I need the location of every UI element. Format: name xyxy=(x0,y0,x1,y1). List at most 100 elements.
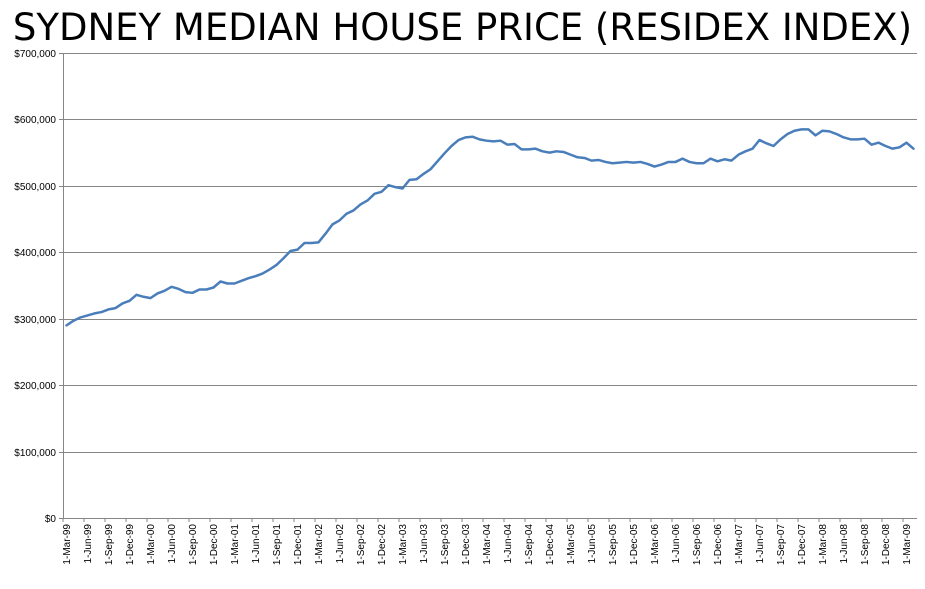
data-point xyxy=(128,300,130,302)
data-point xyxy=(268,268,270,270)
data-point xyxy=(506,143,508,145)
data-point xyxy=(114,307,116,309)
data-point xyxy=(653,165,655,167)
data-point xyxy=(667,161,669,163)
data-point xyxy=(219,280,221,282)
data-point xyxy=(800,128,802,130)
data-point xyxy=(135,294,137,296)
data-point xyxy=(527,148,529,150)
data-point xyxy=(310,242,312,244)
data-point xyxy=(345,213,347,215)
data-point xyxy=(394,186,396,188)
data-point xyxy=(618,161,620,163)
data-point xyxy=(408,179,410,181)
data-point xyxy=(303,242,305,244)
data-point xyxy=(793,130,795,132)
gridlines xyxy=(63,53,917,453)
data-point xyxy=(464,136,466,138)
data-point xyxy=(583,157,585,159)
data-point xyxy=(891,147,893,149)
data-point xyxy=(121,302,123,304)
series-layer xyxy=(65,128,915,327)
data-point xyxy=(737,153,739,155)
data-point xyxy=(401,187,403,189)
data-point xyxy=(261,272,263,274)
data-point xyxy=(254,275,256,277)
data-point xyxy=(772,145,774,147)
x-tick-label: 1-Mar-08 xyxy=(818,524,829,565)
x-tick-label: 1-Dec-06 xyxy=(713,524,724,566)
data-point xyxy=(905,141,907,143)
data-point xyxy=(569,153,571,155)
x-tick-label: 1-Sep-99 xyxy=(104,524,115,566)
chart-title: SYDNEY MEDIAN HOUSE PRICE (RESIDEX INDEX… xyxy=(12,6,913,49)
x-tick-label: 1-Dec-02 xyxy=(377,524,388,566)
x-tick-label: 1-Jun-99 xyxy=(83,524,94,564)
data-point xyxy=(450,145,452,147)
x-tick-label: 1-Mar-03 xyxy=(398,524,409,565)
data-point xyxy=(429,168,431,170)
x-tick-label: 1-Mar-01 xyxy=(230,524,241,565)
data-point xyxy=(226,282,228,284)
data-point xyxy=(604,161,606,163)
data-point xyxy=(660,163,662,165)
data-point xyxy=(555,150,557,152)
y-tick-label: $100,000 xyxy=(14,448,56,459)
x-tick-label: 1-Sep-05 xyxy=(608,524,619,566)
data-point xyxy=(898,146,900,148)
y-tick-label: $700,000 xyxy=(14,49,56,60)
data-point xyxy=(457,139,459,141)
x-tick-label: 1-Dec-05 xyxy=(629,524,640,566)
data-point xyxy=(170,286,172,288)
data-point xyxy=(317,241,319,243)
x-tick-label: 1-Dec-01 xyxy=(293,524,304,566)
data-point xyxy=(387,184,389,186)
x-tick-label: 1-Mar-09 xyxy=(902,524,913,565)
x-tick-label: 1-Sep-00 xyxy=(188,524,199,566)
x-tick-label: 1-Mar-04 xyxy=(482,524,493,565)
data-point xyxy=(814,134,816,136)
data-point xyxy=(492,140,494,142)
data-point xyxy=(702,162,704,164)
x-tick-label: 1-Sep-03 xyxy=(440,524,451,566)
data-point xyxy=(765,142,767,144)
x-tick-label: 1-Mar-99 xyxy=(62,524,73,565)
data-point xyxy=(688,161,690,163)
data-point xyxy=(282,257,284,259)
data-point xyxy=(674,161,676,163)
x-tick-label: 1-Mar-05 xyxy=(566,524,577,565)
y-tick-label: $200,000 xyxy=(14,381,56,392)
data-point xyxy=(156,292,158,294)
data-point xyxy=(912,147,914,149)
x-tick-label: 1-Mar-00 xyxy=(146,524,157,565)
data-point xyxy=(436,160,438,162)
data-point xyxy=(884,145,886,147)
data-point xyxy=(205,288,207,290)
x-tick-label: 1-Dec-07 xyxy=(797,524,808,566)
data-point xyxy=(758,139,760,141)
data-point xyxy=(247,277,249,279)
data-point xyxy=(681,157,683,159)
data-point xyxy=(499,139,501,141)
data-point xyxy=(821,130,823,132)
x-tick-label: 1-Sep-02 xyxy=(356,524,367,566)
data-point xyxy=(877,141,879,143)
data-point xyxy=(534,147,536,149)
data-point xyxy=(373,193,375,195)
data-point xyxy=(198,288,200,290)
series-line xyxy=(65,128,915,327)
data-point xyxy=(520,148,522,150)
data-point xyxy=(233,282,235,284)
axes xyxy=(59,53,917,522)
data-point xyxy=(352,209,354,211)
data-point xyxy=(646,163,648,165)
data-point xyxy=(240,280,242,282)
data-point xyxy=(471,136,473,138)
data-point xyxy=(338,219,340,221)
data-point xyxy=(786,133,788,135)
data-point xyxy=(849,138,851,140)
data-point xyxy=(828,130,830,132)
data-point xyxy=(513,143,515,145)
x-tick-label: 1-Mar-06 xyxy=(650,524,661,565)
